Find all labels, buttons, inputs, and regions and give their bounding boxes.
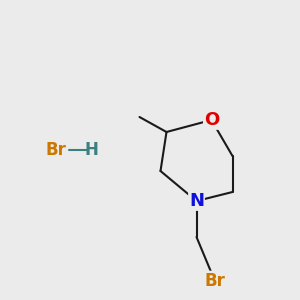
Text: H: H bbox=[85, 141, 98, 159]
Text: Br: Br bbox=[45, 141, 66, 159]
Text: O: O bbox=[204, 111, 219, 129]
Text: Br: Br bbox=[204, 272, 225, 290]
Text: N: N bbox=[189, 192, 204, 210]
